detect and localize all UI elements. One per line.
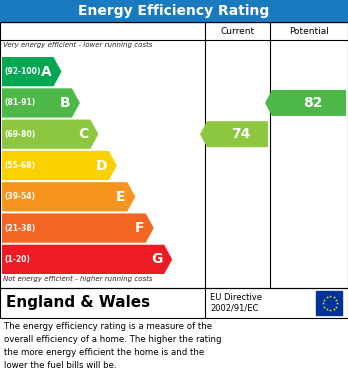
Text: England & Wales: England & Wales (6, 296, 150, 310)
Text: Very energy efficient - lower running costs: Very energy efficient - lower running co… (3, 42, 152, 48)
Text: 2002/91/EC: 2002/91/EC (210, 304, 258, 313)
Bar (0, 0, 348, 22)
Bar (316, 291, 342, 315)
Text: B: B (59, 96, 70, 110)
Text: D: D (95, 158, 107, 172)
Text: 82: 82 (303, 96, 322, 110)
Text: Not energy efficient - higher running costs: Not energy efficient - higher running co… (3, 276, 152, 282)
Text: (55-68): (55-68) (4, 161, 35, 170)
Text: (1-20): (1-20) (4, 255, 30, 264)
Text: E: E (116, 190, 125, 204)
Text: (21-38): (21-38) (4, 224, 35, 233)
Text: G: G (151, 252, 162, 266)
Text: The energy efficiency rating is a measure of the
overall efficiency of a home. T: The energy efficiency rating is a measur… (4, 322, 221, 369)
Text: Energy Efficiency Rating: Energy Efficiency Rating (78, 4, 270, 18)
Text: F: F (134, 221, 144, 235)
Text: (81-91): (81-91) (4, 99, 35, 108)
Text: Potential: Potential (289, 27, 329, 36)
Bar (0, 288, 348, 318)
Polygon shape (2, 245, 172, 274)
Polygon shape (2, 57, 62, 86)
Text: A: A (41, 65, 52, 79)
Polygon shape (2, 88, 80, 118)
Text: (39-54): (39-54) (4, 192, 35, 201)
Polygon shape (2, 182, 135, 212)
Bar (0, 22, 348, 288)
Polygon shape (265, 90, 346, 116)
Polygon shape (2, 151, 117, 180)
Text: EU Directive: EU Directive (210, 293, 262, 302)
Text: 74: 74 (231, 127, 251, 141)
Text: (92-100): (92-100) (4, 67, 40, 76)
Text: (69-80): (69-80) (4, 130, 35, 139)
Polygon shape (200, 121, 268, 147)
Text: C: C (78, 127, 88, 141)
Polygon shape (2, 120, 98, 149)
Polygon shape (2, 213, 154, 243)
Text: Current: Current (220, 27, 255, 36)
